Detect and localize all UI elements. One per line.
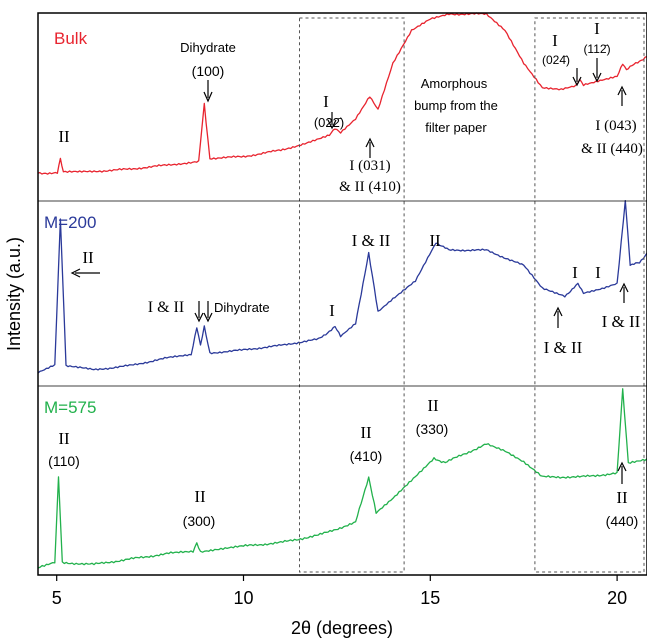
x-tick-label: 15 (420, 588, 440, 608)
arrow (617, 461, 627, 484)
annotation-label: I (329, 301, 335, 320)
highlight-region-1 (299, 17, 405, 573)
panel-title-m200: M=200 (44, 213, 96, 232)
arrow (70, 268, 100, 278)
annotation-label: I & II (544, 338, 583, 357)
arrow (617, 85, 627, 106)
x-tick-label: 20 (607, 588, 627, 608)
annotation-label: I & II (602, 312, 641, 331)
annotation-label: I & II (148, 299, 184, 316)
arrow (365, 137, 375, 158)
annotation-label: I (552, 31, 558, 50)
annotation-sublabel: & II (440) (581, 141, 643, 157)
annotation-label: I (595, 263, 601, 282)
annotation-label: I (323, 92, 329, 111)
annotation-label: II (58, 429, 70, 448)
x-tick-label: 5 (52, 588, 62, 608)
panel-title-bulk: Bulk (54, 29, 88, 48)
arrow (194, 301, 204, 323)
x-axis-label: 2θ (degrees) (291, 618, 393, 638)
arrow (619, 282, 629, 303)
arrow (592, 58, 602, 83)
arrow (203, 301, 213, 323)
annotation-sublabel: & II (410) (339, 179, 401, 195)
annotation-label: II (58, 127, 70, 146)
annotation-line: filter paper (425, 120, 487, 135)
annotation-label: Dihydrate (180, 40, 236, 55)
annotation-label: Dihydrate (214, 300, 270, 315)
arrow (572, 68, 582, 87)
annotation-sublabel: (110) (48, 453, 80, 469)
annotation-sublabel: (300) (183, 513, 216, 529)
annotation-label: II (82, 248, 94, 267)
annotation-label: II (194, 487, 206, 506)
annotation-label: II (429, 231, 441, 250)
annotation-label: II (427, 396, 439, 415)
annotation-label: II (360, 423, 372, 442)
annotation-sublabel: (112̄) (583, 42, 610, 56)
arrow (553, 306, 563, 328)
plot-frame (37, 12, 647, 576)
annotation-label: Amorphous (421, 76, 488, 91)
arrow (327, 112, 337, 130)
highlight-region-2 (534, 17, 645, 573)
annotation-line: bump from the (414, 98, 498, 113)
series-line-m200 (37, 199, 647, 374)
annotation-label: II (616, 488, 628, 507)
annotation-sublabel: (024̄) (542, 53, 570, 67)
annotation-sublabel: (410) (350, 448, 383, 464)
series-line-m575 (37, 388, 647, 569)
panel-title-m575: M=575 (44, 398, 96, 417)
annotation-label: I (572, 263, 578, 282)
highlight-regions (299, 17, 645, 573)
annotation-sublabel: (330) (416, 421, 449, 437)
traces-layer (37, 12, 647, 569)
x-ticks: 5 10 15 20 (52, 575, 627, 608)
y-axis-label: Intensity (a.u.) (4, 237, 24, 351)
annotation-sublabel: (440) (606, 513, 639, 529)
arrow (203, 80, 213, 103)
annotation-label: I (594, 19, 600, 38)
annotation-sublabel: (100) (192, 63, 225, 79)
series-line-bulk (37, 12, 647, 175)
annotation-label: I & II (352, 231, 391, 250)
annotation-label: I (043) (595, 118, 636, 134)
annotation-label: I (031) (349, 158, 390, 174)
x-tick-label: 10 (233, 588, 253, 608)
